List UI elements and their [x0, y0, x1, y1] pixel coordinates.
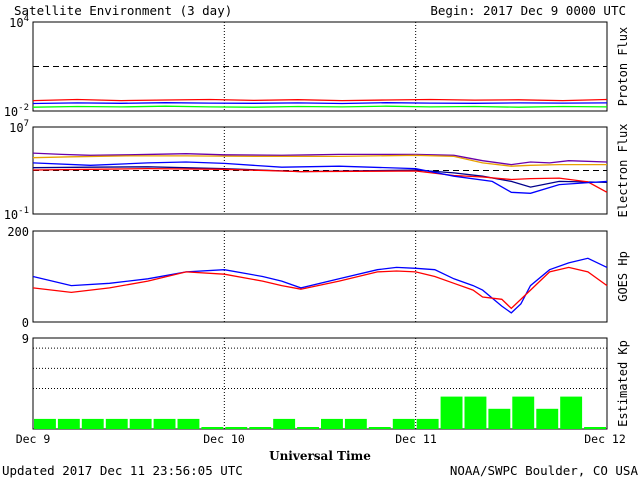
- chart-title: Satellite Environment (3 day): [14, 3, 232, 18]
- kp-bar: [416, 418, 439, 429]
- tick-dec-9: Dec 9: [16, 432, 51, 446]
- kp-bar: [321, 418, 343, 429]
- kp-y-axis-label: Estimated Kp: [616, 340, 630, 427]
- source-credit: NOAA/SWPC Boulder, CO USA: [450, 463, 639, 478]
- kp-bar: [488, 408, 511, 429]
- tick-dec-10: Dec 10: [203, 432, 245, 446]
- kp-bar: [584, 427, 606, 429]
- electron-series-navy: [32, 166, 608, 188]
- kp-bar: [249, 427, 272, 429]
- kp-bar: [560, 396, 583, 429]
- kp-bar: [225, 427, 248, 429]
- kp-bar: [464, 396, 487, 429]
- electron-series-red: [32, 167, 608, 193]
- hp-panel: [32, 230, 608, 323]
- kp-bar: [344, 418, 367, 429]
- electron-y-axis-label: Electron Flux: [616, 124, 630, 218]
- electron-series-blue: [32, 161, 608, 194]
- kp-bar: [440, 396, 463, 429]
- kp-bar: [392, 418, 415, 429]
- electron-panel: [32, 126, 608, 215]
- kp-bar: [34, 418, 56, 429]
- tick-dec-11: Dec 11: [395, 432, 437, 446]
- hp-series-red: [32, 266, 608, 310]
- kp-bar: [536, 408, 559, 429]
- hp-y-tick-label: 0: [22, 316, 29, 330]
- kp-bar: [512, 396, 535, 429]
- kp-bar: [105, 418, 128, 429]
- electron-series-purple: [32, 152, 608, 166]
- kp-y-tick-label: 9: [22, 332, 29, 346]
- hp-y-tick-label: 200: [7, 225, 29, 239]
- electron-y-tick-label: 107: [9, 119, 29, 135]
- kp-bar: [57, 418, 80, 429]
- proton-y-tick-label: 10-2: [4, 103, 29, 119]
- kp-bar: [201, 427, 224, 429]
- kp-bar: [81, 418, 104, 429]
- kp-panel: [32, 337, 608, 430]
- kp-bar: [297, 427, 319, 429]
- electron-y-tick-label: 10-1: [4, 206, 29, 222]
- kp-bar: [177, 418, 200, 429]
- proton-panel: [32, 21, 608, 112]
- hp-y-axis-label: GOES Hp: [616, 251, 630, 302]
- kp-bar: [129, 418, 152, 429]
- electron-series-orange: [32, 154, 607, 167]
- proton-series-green: [32, 105, 608, 108]
- proton-series-red: [32, 98, 608, 102]
- updated-time: Updated 2017 Dec 11 23:56:05 UTC: [2, 463, 243, 478]
- kp-bar: [273, 418, 296, 429]
- begin-time: Begin: 2017 Dec 9 0000 UTC: [430, 3, 626, 18]
- proton-y-axis-label: Proton Flux: [616, 27, 630, 106]
- kp-bar: [368, 427, 391, 429]
- proton-y-tick-label: 104: [9, 14, 29, 30]
- x-axis-title: Universal Time: [269, 449, 371, 463]
- kp-bar: [153, 418, 176, 429]
- tick-dec-12: Dec 12: [584, 432, 626, 446]
- proton-series-blue: [32, 102, 608, 105]
